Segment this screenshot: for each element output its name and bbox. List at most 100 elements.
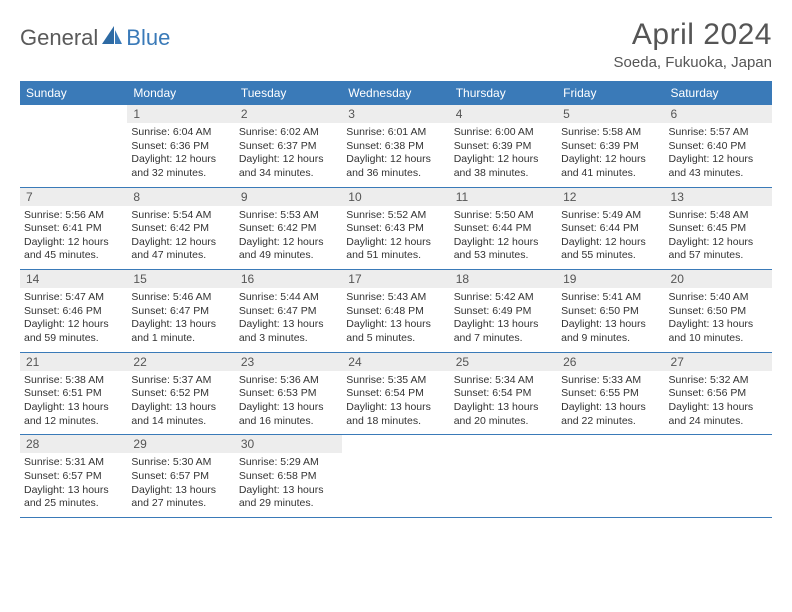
day-cell [557, 435, 664, 517]
day-number: 19 [557, 270, 664, 288]
logo-text-general: General [20, 25, 98, 51]
sunrise-text: Sunrise: 5:43 AM [346, 291, 445, 305]
sunrise-text: Sunrise: 5:41 AM [561, 291, 660, 305]
sunrise-text: Sunrise: 5:58 AM [561, 126, 660, 140]
day-cell: 24Sunrise: 5:35 AMSunset: 6:54 PMDayligh… [342, 353, 449, 435]
day-number: 16 [235, 270, 342, 288]
daylight-text: Daylight: 12 hours and 34 minutes. [239, 153, 338, 180]
day-cell: 25Sunrise: 5:34 AMSunset: 6:54 PMDayligh… [450, 353, 557, 435]
day-cell: 9Sunrise: 5:53 AMSunset: 6:42 PMDaylight… [235, 188, 342, 270]
day-body: Sunrise: 5:32 AMSunset: 6:56 PMDaylight:… [665, 371, 772, 435]
sunrise-text: Sunrise: 5:36 AM [239, 374, 338, 388]
day-cell: 1Sunrise: 6:04 AMSunset: 6:36 PMDaylight… [127, 105, 234, 187]
day-number: 24 [342, 353, 449, 371]
day-cell: 12Sunrise: 5:49 AMSunset: 6:44 PMDayligh… [557, 188, 664, 270]
daylight-text: Daylight: 12 hours and 49 minutes. [239, 236, 338, 263]
sunrise-text: Sunrise: 5:37 AM [131, 374, 230, 388]
day-body: Sunrise: 5:49 AMSunset: 6:44 PMDaylight:… [557, 206, 664, 270]
sunrise-text: Sunrise: 5:42 AM [454, 291, 553, 305]
sunset-text: Sunset: 6:47 PM [131, 305, 230, 319]
day-body: Sunrise: 5:35 AMSunset: 6:54 PMDaylight:… [342, 371, 449, 435]
day-body: Sunrise: 5:38 AMSunset: 6:51 PMDaylight:… [20, 371, 127, 435]
day-cell [665, 435, 772, 517]
day-body: Sunrise: 5:33 AMSunset: 6:55 PMDaylight:… [557, 371, 664, 435]
day-number: 13 [665, 188, 772, 206]
day-cell: 8Sunrise: 5:54 AMSunset: 6:42 PMDaylight… [127, 188, 234, 270]
daylight-text: Daylight: 13 hours and 29 minutes. [239, 484, 338, 511]
calendar: Sunday Monday Tuesday Wednesday Thursday… [20, 81, 772, 518]
day-number: 1 [127, 105, 234, 123]
sunset-text: Sunset: 6:44 PM [454, 222, 553, 236]
calendar-week: 28Sunrise: 5:31 AMSunset: 6:57 PMDayligh… [20, 435, 772, 518]
day-cell: 11Sunrise: 5:50 AMSunset: 6:44 PMDayligh… [450, 188, 557, 270]
daylight-text: Daylight: 13 hours and 1 minute. [131, 318, 230, 345]
daylight-text: Daylight: 13 hours and 12 minutes. [24, 401, 123, 428]
calendar-week: 7Sunrise: 5:56 AMSunset: 6:41 PMDaylight… [20, 188, 772, 271]
day-body: Sunrise: 5:41 AMSunset: 6:50 PMDaylight:… [557, 288, 664, 352]
sunset-text: Sunset: 6:40 PM [669, 140, 768, 154]
sunrise-text: Sunrise: 5:29 AM [239, 456, 338, 470]
day-body: Sunrise: 5:34 AMSunset: 6:54 PMDaylight:… [450, 371, 557, 435]
day-body: Sunrise: 5:53 AMSunset: 6:42 PMDaylight:… [235, 206, 342, 270]
sunrise-text: Sunrise: 5:33 AM [561, 374, 660, 388]
day-cell: 16Sunrise: 5:44 AMSunset: 6:47 PMDayligh… [235, 270, 342, 352]
sunset-text: Sunset: 6:57 PM [24, 470, 123, 484]
dow-sunday: Sunday [20, 81, 127, 105]
dow-wednesday: Wednesday [342, 81, 449, 105]
sunrise-text: Sunrise: 5:49 AM [561, 209, 660, 223]
day-number: 7 [20, 188, 127, 206]
day-number: 3 [342, 105, 449, 123]
day-cell: 17Sunrise: 5:43 AMSunset: 6:48 PMDayligh… [342, 270, 449, 352]
daylight-text: Daylight: 12 hours and 47 minutes. [131, 236, 230, 263]
dow-tuesday: Tuesday [235, 81, 342, 105]
daylight-text: Daylight: 13 hours and 10 minutes. [669, 318, 768, 345]
day-cell: 13Sunrise: 5:48 AMSunset: 6:45 PMDayligh… [665, 188, 772, 270]
sunrise-text: Sunrise: 5:48 AM [669, 209, 768, 223]
sunset-text: Sunset: 6:51 PM [24, 387, 123, 401]
day-cell: 30Sunrise: 5:29 AMSunset: 6:58 PMDayligh… [235, 435, 342, 517]
sunrise-text: Sunrise: 5:31 AM [24, 456, 123, 470]
day-body: Sunrise: 5:30 AMSunset: 6:57 PMDaylight:… [127, 453, 234, 517]
day-cell: 19Sunrise: 5:41 AMSunset: 6:50 PMDayligh… [557, 270, 664, 352]
sunset-text: Sunset: 6:41 PM [24, 222, 123, 236]
day-cell: 2Sunrise: 6:02 AMSunset: 6:37 PMDaylight… [235, 105, 342, 187]
dow-saturday: Saturday [665, 81, 772, 105]
day-cell: 29Sunrise: 5:30 AMSunset: 6:57 PMDayligh… [127, 435, 234, 517]
day-number: 30 [235, 435, 342, 453]
day-number: 10 [342, 188, 449, 206]
sunset-text: Sunset: 6:38 PM [346, 140, 445, 154]
sunset-text: Sunset: 6:56 PM [669, 387, 768, 401]
dow-friday: Friday [557, 81, 664, 105]
day-number: 5 [557, 105, 664, 123]
sunset-text: Sunset: 6:57 PM [131, 470, 230, 484]
daylight-text: Daylight: 13 hours and 18 minutes. [346, 401, 445, 428]
day-body: Sunrise: 5:57 AMSunset: 6:40 PMDaylight:… [665, 123, 772, 187]
sunset-text: Sunset: 6:50 PM [669, 305, 768, 319]
daylight-text: Daylight: 12 hours and 55 minutes. [561, 236, 660, 263]
weeks-container: 1Sunrise: 6:04 AMSunset: 6:36 PMDaylight… [20, 105, 772, 518]
sunrise-text: Sunrise: 5:50 AM [454, 209, 553, 223]
day-number: 2 [235, 105, 342, 123]
day-cell: 21Sunrise: 5:38 AMSunset: 6:51 PMDayligh… [20, 353, 127, 435]
day-number: 12 [557, 188, 664, 206]
day-number: 17 [342, 270, 449, 288]
day-number: 14 [20, 270, 127, 288]
daylight-text: Daylight: 12 hours and 38 minutes. [454, 153, 553, 180]
day-cell [450, 435, 557, 517]
day-body: Sunrise: 6:04 AMSunset: 6:36 PMDaylight:… [127, 123, 234, 187]
day-body: Sunrise: 5:31 AMSunset: 6:57 PMDaylight:… [20, 453, 127, 517]
daylight-text: Daylight: 13 hours and 7 minutes. [454, 318, 553, 345]
day-number: 23 [235, 353, 342, 371]
day-body: Sunrise: 5:44 AMSunset: 6:47 PMDaylight:… [235, 288, 342, 352]
daylight-text: Daylight: 13 hours and 9 minutes. [561, 318, 660, 345]
day-body: Sunrise: 5:47 AMSunset: 6:46 PMDaylight:… [20, 288, 127, 352]
day-cell: 6Sunrise: 5:57 AMSunset: 6:40 PMDaylight… [665, 105, 772, 187]
day-body: Sunrise: 5:56 AMSunset: 6:41 PMDaylight:… [20, 206, 127, 270]
day-number: 8 [127, 188, 234, 206]
sunset-text: Sunset: 6:52 PM [131, 387, 230, 401]
day-body: Sunrise: 5:40 AMSunset: 6:50 PMDaylight:… [665, 288, 772, 352]
day-number: 25 [450, 353, 557, 371]
day-cell: 26Sunrise: 5:33 AMSunset: 6:55 PMDayligh… [557, 353, 664, 435]
day-body: Sunrise: 6:00 AMSunset: 6:39 PMDaylight:… [450, 123, 557, 187]
sunrise-text: Sunrise: 6:02 AM [239, 126, 338, 140]
